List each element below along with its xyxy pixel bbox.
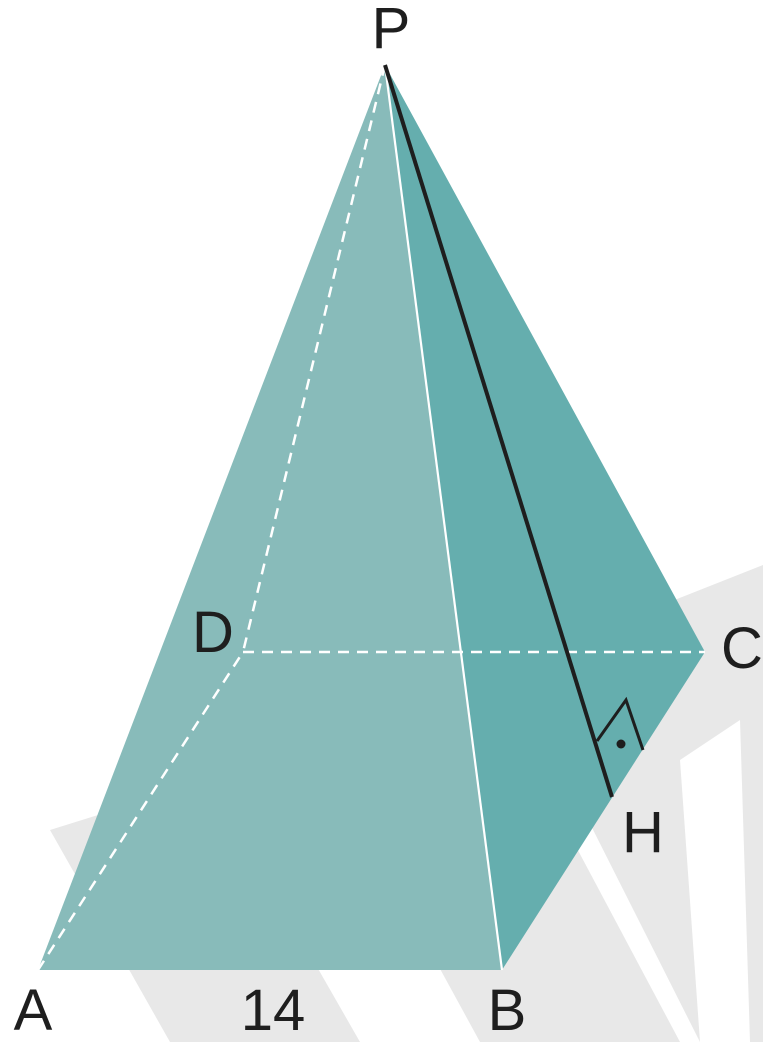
label-B: B	[488, 978, 527, 1042]
right-angle-dot	[616, 739, 626, 749]
watermark-notch	[680, 720, 750, 1042]
label-H: H	[622, 800, 664, 865]
label-edge-AB: 14	[241, 978, 306, 1042]
label-A: A	[14, 978, 53, 1042]
hidden-edges	[36, 64, 705, 971]
face-PAB	[38, 65, 502, 970]
label-C: C	[721, 616, 763, 681]
label-D: D	[192, 600, 234, 665]
label-P: P	[372, 0, 411, 61]
right-angle-marker	[595, 696, 645, 751]
edge-PD	[241, 64, 387, 653]
edge-AD	[36, 651, 245, 971]
edge-PB	[383, 64, 504, 971]
segment-PH	[383, 64, 614, 798]
